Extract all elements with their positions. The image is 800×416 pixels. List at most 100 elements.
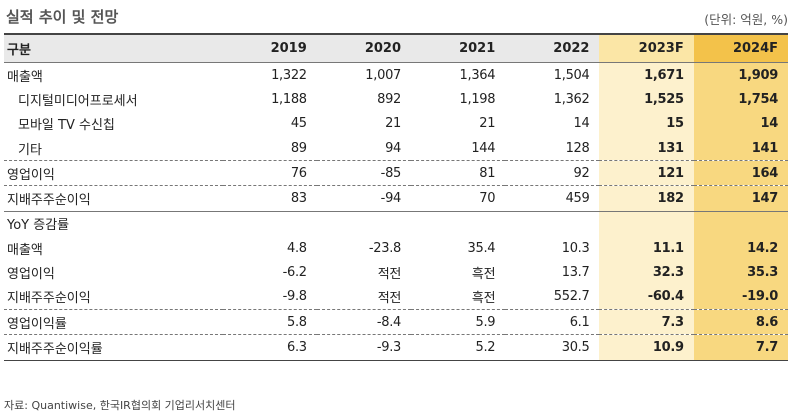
cell-forecast: 14 — [693, 111, 788, 136]
financials-table: 구분 2019 2020 2021 2022 2023F 2024F 매출액 1… — [4, 33, 788, 361]
cell: 흑전 — [471, 267, 496, 283]
table-row: 기타 89 94 144 128 131 141 — [4, 135, 788, 161]
table-row: 모바일 TV 수신칩 45 21 21 14 15 14 — [4, 111, 788, 136]
cell-forecast: 164 — [693, 160, 788, 186]
cell: -94 — [316, 185, 412, 212]
cell: 1,198 — [459, 91, 496, 107]
row-label: 지배주주순이익률 — [4, 334, 223, 361]
table-row: 디지털미디어프로세서 1,188 892 1,198 1,362 1,525 1… — [4, 87, 788, 112]
cell: 적전 — [377, 291, 402, 307]
row-label: 영업이익 — [4, 160, 223, 186]
row-label: 지배주주순이익 — [7, 291, 91, 307]
cell-forecast: 131 — [599, 135, 694, 161]
cell: 4.8 — [287, 240, 307, 256]
cell: 94 — [385, 140, 402, 156]
cell: -8.4 — [316, 308, 412, 335]
cell: 13.7 — [561, 265, 590, 281]
cell: 81 — [411, 160, 506, 186]
cell: 35.4 — [467, 240, 496, 256]
cell: 92 — [505, 160, 600, 186]
cell: 45 — [290, 116, 307, 132]
table-row: 매출액 4.8 -23.8 35.4 10.3 11.1 14.2 — [4, 236, 788, 261]
cell-forecast: 8.6 — [693, 308, 788, 335]
table-row: 영업이익 76 -85 81 92 121 164 — [4, 160, 788, 186]
cell: 76 — [222, 160, 317, 186]
cell: 1,364 — [459, 67, 496, 83]
header-year: 2022 — [505, 33, 600, 63]
cell-forecast: 121 — [599, 160, 694, 186]
row-label: 모바일 TV 수신칩 — [18, 118, 115, 134]
cell-forecast: 10.9 — [599, 334, 694, 361]
cell-forecast: 32.3 — [599, 260, 694, 285]
cell: 21 — [385, 116, 402, 132]
table-row: 매출액 1,322 1,007 1,364 1,504 1,671 1,909 — [4, 62, 788, 88]
cell: 128 — [565, 140, 590, 156]
header-forecast-year: 2024F — [693, 33, 788, 63]
cell-forecast: 11.1 — [599, 236, 694, 261]
header-label: 구분 — [4, 33, 223, 63]
cell: 1,362 — [553, 91, 590, 107]
header-forecast-year: 2023F — [599, 33, 694, 63]
row-label: 기타 — [18, 142, 42, 158]
cell: 21 — [479, 116, 496, 132]
row-label: 영업이익 — [7, 267, 55, 283]
cell: 5.9 — [411, 308, 506, 335]
cell-forecast: 7.3 — [599, 308, 694, 335]
header-year: 2020 — [316, 33, 412, 63]
row-label: 디지털미디어프로세서 — [18, 93, 138, 109]
cell: 1,504 — [553, 67, 590, 83]
cell: 70 — [411, 185, 506, 212]
cell-forecast: 1,909 — [693, 62, 788, 88]
cell-forecast: 14.2 — [693, 236, 788, 261]
table-row: 지배주주순이익률 6.3 -9.3 5.2 30.5 10.9 7.7 — [4, 334, 788, 361]
cell: 144 — [471, 140, 496, 156]
table-row: 영업이익 -6.2 적전 흑전 13.7 32.3 35.3 — [4, 260, 788, 285]
cell: 1,188 — [271, 91, 307, 107]
unit-note: (단위: 억원, %) — [704, 12, 788, 27]
cell-forecast: -60.4 — [599, 284, 694, 310]
source-note: 자료: Quantiwise, 한국IR협의회 기업리서치센터 — [4, 399, 236, 412]
cell: -85 — [316, 160, 412, 186]
cell-forecast: 7.7 — [693, 334, 788, 361]
cell: 5.2 — [411, 334, 506, 361]
cell: 459 — [505, 185, 600, 212]
cell: 1,322 — [271, 67, 307, 83]
row-label: 영업이익률 — [4, 308, 223, 335]
cell: 89 — [290, 140, 307, 156]
header-row: 구분 2019 2020 2021 2022 2023F 2024F — [4, 33, 788, 63]
cell: 10.3 — [561, 240, 590, 256]
cell: 1,007 — [365, 67, 402, 83]
table-row: 영업이익률 5.8 -8.4 5.9 6.1 7.3 8.6 — [4, 308, 788, 335]
cell: -23.8 — [368, 240, 402, 256]
cell: 흑전 — [471, 291, 496, 307]
table-title: 실적 추이 및 전망 — [6, 8, 119, 26]
cell: -9.3 — [316, 334, 412, 361]
cell: 892 — [377, 91, 402, 107]
cell-forecast: 15 — [599, 111, 694, 136]
cell-forecast: 182 — [599, 185, 694, 212]
row-label: 매출액 — [7, 242, 43, 258]
cell: 83 — [222, 185, 317, 212]
cell-forecast: 1,525 — [599, 87, 694, 112]
cell-forecast: 147 — [693, 185, 788, 212]
cell: 552.7 — [553, 289, 590, 305]
cell-forecast: -19.0 — [693, 284, 788, 310]
cell-forecast: 35.3 — [693, 260, 788, 285]
table-row: 지배주주순이익 83 -94 70 459 182 147 — [4, 185, 788, 212]
cell: -9.8 — [282, 289, 307, 305]
row-label: 매출액 — [7, 69, 43, 85]
cell: 6.1 — [505, 308, 600, 335]
header-year: 2021 — [411, 33, 506, 63]
cell: 적전 — [377, 267, 402, 283]
cell-forecast: 1,671 — [599, 62, 694, 88]
table-row: 지배주주순이익 -9.8 적전 흑전 552.7 -60.4 -19.0 — [4, 284, 788, 310]
cell: 14 — [573, 116, 590, 132]
cell: 6.3 — [222, 334, 317, 361]
cell: -6.2 — [282, 265, 307, 281]
row-label: 지배주주순이익 — [4, 185, 223, 212]
section-header-row: YoY 증감률 — [4, 210, 788, 237]
cell: 5.8 — [222, 308, 317, 335]
section-label: YoY 증감률 — [4, 210, 223, 237]
cell-forecast: 141 — [693, 135, 788, 161]
